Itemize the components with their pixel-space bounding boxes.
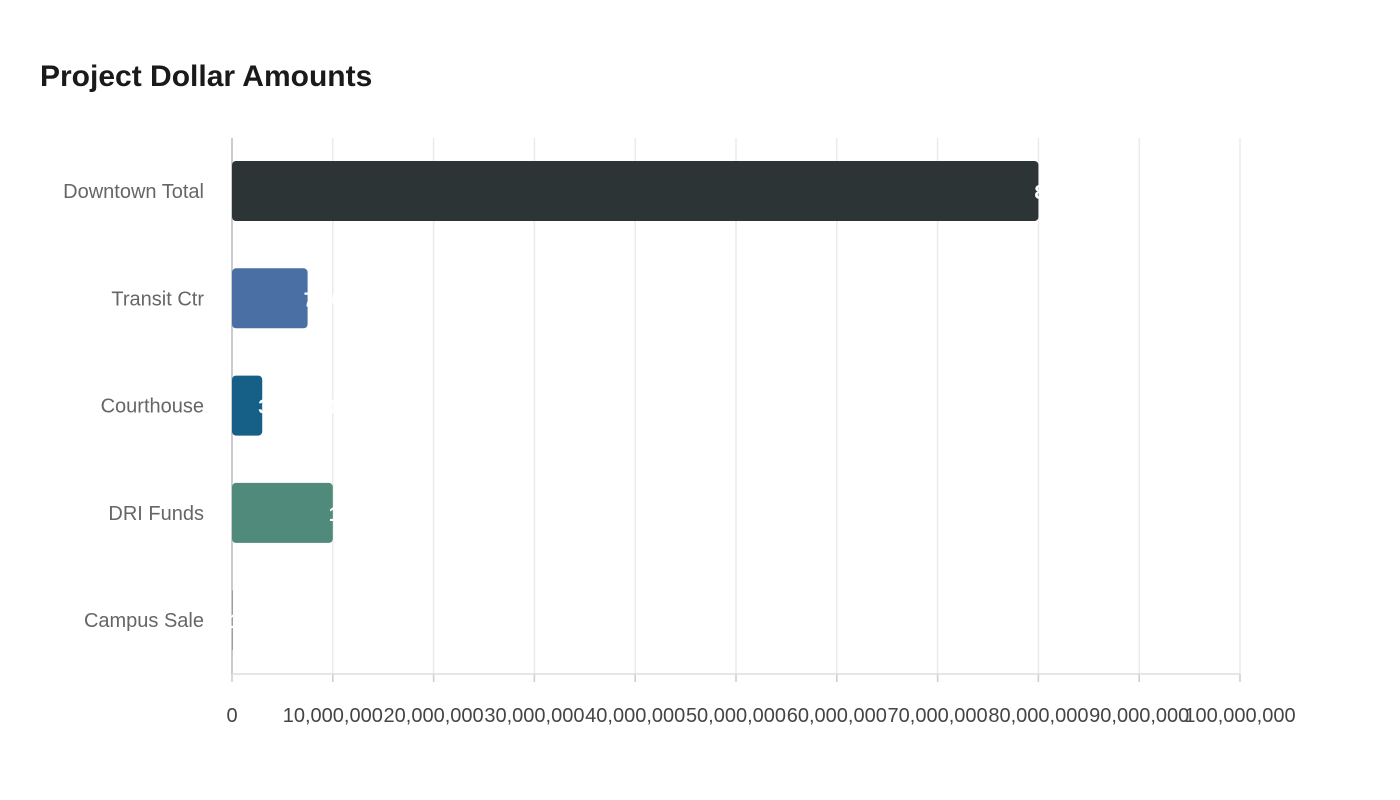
data-label: 7,500,000: [304, 289, 393, 311]
chart-title: Project Dollar Amounts: [40, 60, 373, 93]
x-tick-label: 20,000,000: [384, 705, 484, 727]
category-label: Downtown Total: [63, 181, 204, 203]
category-label: Courthouse: [101, 396, 204, 418]
data-label: 80,000,000: [1034, 182, 1134, 204]
bar: [232, 268, 308, 329]
x-tick-label: 90,000,000: [1089, 705, 1189, 727]
bar: [232, 590, 234, 651]
data-label: 3,000,000: [258, 397, 347, 419]
bar: [232, 482, 333, 543]
data-label: 10,000,000: [329, 504, 429, 526]
data-label: 100,000: [229, 611, 301, 633]
x-tick-label: 10,000,000: [283, 705, 383, 727]
x-tick-label: 30,000,000: [484, 705, 584, 727]
x-tick-label: 0: [226, 705, 237, 727]
x-tick-label: 40,000,000: [585, 705, 685, 727]
x-tick-label: 60,000,000: [787, 705, 887, 727]
x-tick-label: 80,000,000: [988, 705, 1088, 727]
x-tick-label: 70,000,000: [888, 705, 988, 727]
category-label: Transit Ctr: [111, 288, 204, 310]
category-label: DRI Funds: [108, 503, 204, 525]
category-label: Campus Sale: [84, 610, 204, 632]
x-tick-label: 100,000,000: [1184, 705, 1295, 727]
bar: [232, 161, 1039, 221]
x-tick-label: 50,000,000: [686, 705, 786, 727]
bar: [232, 375, 263, 436]
